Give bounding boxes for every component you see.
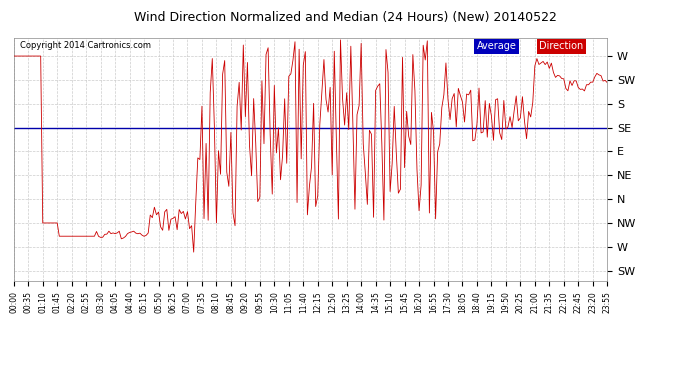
Text: Copyright 2014 Cartronics.com: Copyright 2014 Cartronics.com: [20, 41, 150, 50]
Text: Wind Direction Normalized and Median (24 Hours) (New) 20140522: Wind Direction Normalized and Median (24…: [134, 11, 556, 24]
Text: Average: Average: [477, 41, 517, 51]
Text: Direction: Direction: [539, 41, 583, 51]
